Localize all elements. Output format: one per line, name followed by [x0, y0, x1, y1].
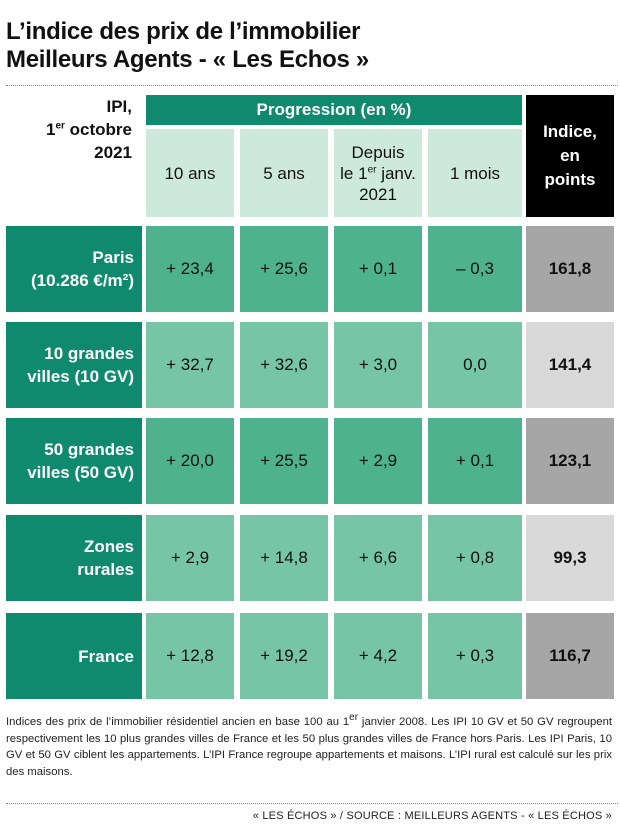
- value-year-to-date: + 3,0: [334, 322, 422, 408]
- row-label-line: 50 grandes: [44, 440, 134, 459]
- row-label: France: [6, 613, 142, 699]
- row-label-line: France: [78, 646, 134, 666]
- index-header-line-2: en: [560, 146, 580, 165]
- value-index: 123,1: [526, 418, 614, 504]
- ytd-header-line-3: 2021: [359, 184, 397, 204]
- value-index: 99,3: [526, 515, 614, 601]
- row-label-line: villes (10 GV): [27, 367, 134, 386]
- value-year-to-date: + 2,9: [334, 418, 422, 504]
- column-header-year-to-date: Depuis le 1er janv. 2021: [334, 129, 422, 217]
- date-label-line-2: 1er octobre: [6, 118, 132, 141]
- value-5-years: + 19,2: [240, 613, 328, 699]
- value-index: 161,8: [526, 226, 614, 312]
- footnote: Indices des prix de l’immobilier résiden…: [6, 712, 612, 780]
- value-10-years: + 2,9: [146, 515, 234, 601]
- value-year-to-date: + 4,2: [334, 613, 422, 699]
- value-1-month: + 0,1: [428, 418, 522, 504]
- row-label: 10 grandes villes (10 GV): [6, 322, 142, 408]
- value-10-years: + 12,8: [146, 613, 234, 699]
- ytd-header-line-2: le 1er janv.: [340, 163, 416, 184]
- column-header-1-month: 1 mois: [428, 129, 522, 217]
- source-credit: « LES ÉCHOS » / SOURCE : MEILLEURS AGENT…: [252, 810, 612, 822]
- row-label-line: rurales: [77, 560, 134, 579]
- row-label-line: 10 grandes: [44, 344, 134, 363]
- bottom-divider: [6, 803, 618, 804]
- date-label: IPI, 1er octobre 2021: [6, 95, 132, 164]
- value-year-to-date: + 6,6: [334, 515, 422, 601]
- value-10-years: + 32,7: [146, 322, 234, 408]
- index-header-line-1: Indice,: [543, 122, 597, 141]
- index-header-line-3: points: [544, 170, 596, 189]
- value-index: 116,7: [526, 613, 614, 699]
- value-1-month: – 0,3: [428, 226, 522, 312]
- column-header-10-years: 10 ans: [146, 129, 234, 217]
- date-day: 1: [46, 120, 56, 139]
- row-label-line: villes (50 GV): [27, 463, 134, 482]
- date-month: octobre: [64, 120, 132, 139]
- row-label-line: Zones: [83, 537, 134, 556]
- value-5-years: + 32,6: [240, 322, 328, 408]
- value-1-month: + 0,3: [428, 613, 522, 699]
- date-label-line-1: IPI,: [106, 97, 132, 116]
- column-header-5-years: 5 ans: [240, 129, 328, 217]
- page-title: L’indice des prix de l’immobilier Meille…: [6, 18, 369, 74]
- title-line-1: L’indice des prix de l’immobilier: [6, 18, 361, 45]
- top-divider: [6, 85, 618, 86]
- value-10-years: + 23,4: [146, 226, 234, 312]
- progression-header: Progression (en %): [146, 95, 522, 125]
- row-label: Zones rurales: [6, 515, 142, 601]
- value-5-years: + 25,6: [240, 226, 328, 312]
- value-5-years: + 14,8: [240, 515, 328, 601]
- row-label-line: Paris: [92, 248, 134, 267]
- ytd-header-post: janv.: [376, 163, 416, 183]
- footnote-part-1: Indices des prix de l’immobilier résiden…: [6, 716, 350, 728]
- column-header-index: Indice, en points: [526, 95, 614, 217]
- ytd-header-pre: le 1: [340, 163, 368, 183]
- row-label-line: (10.286 €/m²): [31, 271, 134, 290]
- value-1-month: + 0,8: [428, 515, 522, 601]
- value-10-years: + 20,0: [146, 418, 234, 504]
- ytd-header-line-1: Depuis: [351, 142, 405, 162]
- footnote-sup: er: [349, 712, 359, 724]
- value-year-to-date: + 0,1: [334, 226, 422, 312]
- footnote-part-2: janvier 2008. Les IPI 10 GV et 50 GV reg…: [6, 716, 612, 778]
- value-1-month: 0,0: [428, 322, 522, 408]
- date-label-line-3: 2021: [94, 143, 132, 162]
- value-5-years: + 25,5: [240, 418, 328, 504]
- row-label: 50 grandes villes (50 GV): [6, 418, 142, 504]
- value-index: 141,4: [526, 322, 614, 408]
- row-label: Paris (10.286 €/m²): [6, 226, 142, 312]
- date-day-sup: er: [55, 120, 65, 132]
- title-line-2: Meilleurs Agents - « Les Echos »: [6, 46, 369, 73]
- ytd-header-sup: er: [367, 163, 377, 175]
